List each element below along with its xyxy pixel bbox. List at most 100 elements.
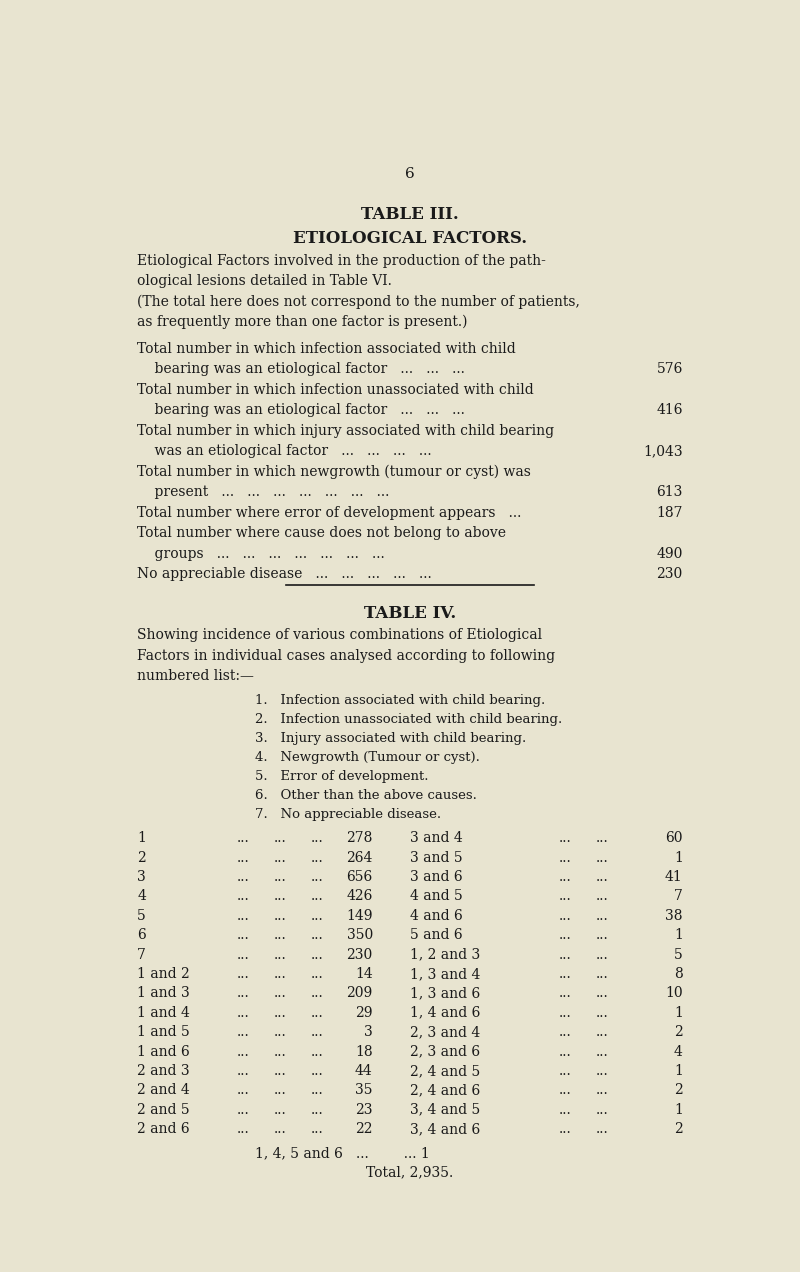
Text: 1 and 3: 1 and 3 bbox=[138, 986, 190, 1000]
Text: 6: 6 bbox=[138, 929, 146, 943]
Text: No appreciable disease   ...   ...   ...   ...   ...: No appreciable disease ... ... ... ... .… bbox=[138, 567, 432, 581]
Text: 44: 44 bbox=[355, 1063, 373, 1077]
Text: 10: 10 bbox=[665, 986, 682, 1000]
Text: ...: ... bbox=[596, 967, 609, 981]
Text: 60: 60 bbox=[666, 831, 682, 845]
Text: ...: ... bbox=[310, 1063, 323, 1077]
Text: ...: ... bbox=[310, 908, 323, 922]
Text: 29: 29 bbox=[355, 1006, 373, 1020]
Text: 2: 2 bbox=[138, 851, 146, 865]
Text: 2 and 6: 2 and 6 bbox=[138, 1122, 190, 1136]
Text: 1 and 2: 1 and 2 bbox=[138, 967, 190, 981]
Text: ...: ... bbox=[274, 1006, 286, 1020]
Text: ...: ... bbox=[237, 831, 249, 845]
Text: 278: 278 bbox=[346, 831, 373, 845]
Text: 7: 7 bbox=[674, 889, 682, 903]
Text: ...: ... bbox=[274, 1103, 286, 1117]
Text: Total number in which infection associated with child: Total number in which infection associat… bbox=[138, 342, 516, 356]
Text: ...: ... bbox=[596, 908, 609, 922]
Text: ...: ... bbox=[237, 1122, 249, 1136]
Text: 264: 264 bbox=[346, 851, 373, 865]
Text: ...: ... bbox=[274, 929, 286, 943]
Text: ...: ... bbox=[274, 967, 286, 981]
Text: 3: 3 bbox=[364, 1025, 373, 1039]
Text: ...: ... bbox=[310, 870, 323, 884]
Text: ...: ... bbox=[596, 1084, 609, 1098]
Text: 187: 187 bbox=[656, 506, 682, 520]
Text: ...: ... bbox=[558, 851, 571, 865]
Text: ...: ... bbox=[310, 986, 323, 1000]
Text: 1: 1 bbox=[674, 1103, 682, 1117]
Text: 490: 490 bbox=[657, 547, 682, 561]
Text: 2 and 5: 2 and 5 bbox=[138, 1103, 190, 1117]
Text: ...: ... bbox=[596, 870, 609, 884]
Text: Total number where cause does not belong to above: Total number where cause does not belong… bbox=[138, 527, 506, 541]
Text: ...: ... bbox=[558, 831, 571, 845]
Text: 8: 8 bbox=[674, 967, 682, 981]
Text: ...: ... bbox=[596, 948, 609, 962]
Text: bearing was an etiological factor   ...   ...   ...: bearing was an etiological factor ... ..… bbox=[138, 363, 465, 377]
Text: 6: 6 bbox=[405, 168, 415, 182]
Text: 7.   No appreciable disease.: 7. No appreciable disease. bbox=[255, 808, 441, 820]
Text: 656: 656 bbox=[346, 870, 373, 884]
Text: ...: ... bbox=[274, 851, 286, 865]
Text: 1, 3 and 4: 1, 3 and 4 bbox=[410, 967, 480, 981]
Text: as frequently more than one factor is present.): as frequently more than one factor is pr… bbox=[138, 315, 468, 329]
Text: 14: 14 bbox=[355, 967, 373, 981]
Text: ...: ... bbox=[310, 1122, 323, 1136]
Text: ...: ... bbox=[596, 929, 609, 943]
Text: 5 and 6: 5 and 6 bbox=[410, 929, 462, 943]
Text: 3 and 4: 3 and 4 bbox=[410, 831, 462, 845]
Text: ...: ... bbox=[274, 831, 286, 845]
Text: ...: ... bbox=[558, 929, 571, 943]
Text: ...: ... bbox=[310, 831, 323, 845]
Text: 1: 1 bbox=[674, 851, 682, 865]
Text: ...: ... bbox=[596, 1122, 609, 1136]
Text: 1: 1 bbox=[674, 929, 682, 943]
Text: 3: 3 bbox=[138, 870, 146, 884]
Text: ...: ... bbox=[237, 908, 249, 922]
Text: ...: ... bbox=[596, 1006, 609, 1020]
Text: 1,043: 1,043 bbox=[643, 444, 682, 458]
Text: ...: ... bbox=[596, 889, 609, 903]
Text: 3.   Injury associated with child bearing.: 3. Injury associated with child bearing. bbox=[255, 733, 526, 745]
Text: 4: 4 bbox=[674, 1044, 682, 1058]
Text: 1, 2 and 3: 1, 2 and 3 bbox=[410, 948, 480, 962]
Text: 1, 4, 5 and 6   ...        ... 1: 1, 4, 5 and 6 ... ... 1 bbox=[255, 1146, 430, 1160]
Text: 613: 613 bbox=[657, 485, 682, 499]
Text: ...: ... bbox=[558, 1044, 571, 1058]
Text: 230: 230 bbox=[657, 567, 682, 581]
Text: ...: ... bbox=[274, 870, 286, 884]
Text: Factors in individual cases analysed according to following: Factors in individual cases analysed acc… bbox=[138, 649, 555, 663]
Text: Total number in which infection unassociated with child: Total number in which infection unassoci… bbox=[138, 383, 534, 397]
Text: 1 and 6: 1 and 6 bbox=[138, 1044, 190, 1058]
Text: ...: ... bbox=[237, 1063, 249, 1077]
Text: ...: ... bbox=[596, 1025, 609, 1039]
Text: 1, 4 and 6: 1, 4 and 6 bbox=[410, 1006, 480, 1020]
Text: ...: ... bbox=[310, 1006, 323, 1020]
Text: 4.   Newgrowth (Tumour or cyst).: 4. Newgrowth (Tumour or cyst). bbox=[255, 750, 480, 764]
Text: ...: ... bbox=[237, 851, 249, 865]
Text: ...: ... bbox=[310, 1044, 323, 1058]
Text: 3, 4 and 5: 3, 4 and 5 bbox=[410, 1103, 480, 1117]
Text: 1: 1 bbox=[674, 1063, 682, 1077]
Text: ...: ... bbox=[274, 1063, 286, 1077]
Text: ...: ... bbox=[596, 1063, 609, 1077]
Text: 350: 350 bbox=[346, 929, 373, 943]
Text: numbered list:—: numbered list:— bbox=[138, 669, 254, 683]
Text: 7: 7 bbox=[138, 948, 146, 962]
Text: 576: 576 bbox=[657, 363, 682, 377]
Text: ...: ... bbox=[237, 889, 249, 903]
Text: 1: 1 bbox=[138, 831, 146, 845]
Text: ...: ... bbox=[274, 908, 286, 922]
Text: ...: ... bbox=[596, 851, 609, 865]
Text: ...: ... bbox=[558, 870, 571, 884]
Text: 5: 5 bbox=[138, 908, 146, 922]
Text: ...: ... bbox=[274, 1044, 286, 1058]
Text: TABLE III.: TABLE III. bbox=[361, 206, 459, 223]
Text: ...: ... bbox=[310, 948, 323, 962]
Text: ...: ... bbox=[237, 1103, 249, 1117]
Text: ...: ... bbox=[274, 1122, 286, 1136]
Text: 3 and 5: 3 and 5 bbox=[410, 851, 462, 865]
Text: 35: 35 bbox=[355, 1084, 373, 1098]
